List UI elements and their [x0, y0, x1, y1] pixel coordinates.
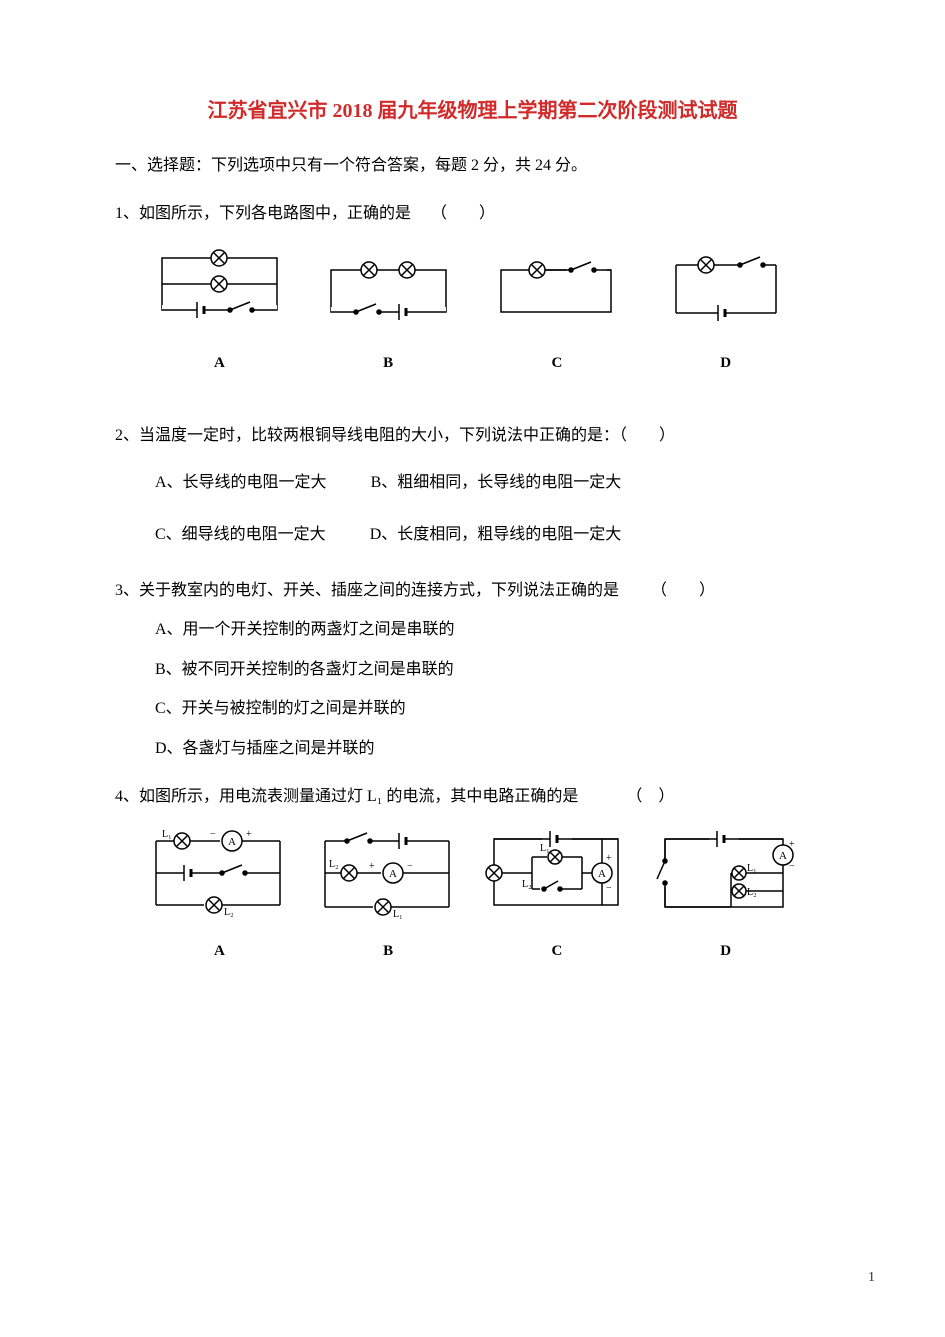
svg-text:L₁: L₁ — [162, 829, 172, 840]
svg-text:−: − — [407, 861, 413, 872]
question-1: 1、如图所示，下列各电路图中，正确的是 （ ） — [115, 201, 830, 227]
svg-text:A: A — [389, 868, 397, 880]
q3-optB: B、被不同开关控制的各盏灯之间是串联的 — [155, 657, 830, 683]
svg-text:L₁: L₁ — [747, 863, 757, 874]
q1-diagram-D: D — [641, 251, 810, 375]
svg-text:−: − — [789, 861, 795, 872]
q4-text: 4、如图所示，用电流表测量通过灯 L₁ 的电流，其中电路正确的是 — [115, 788, 578, 805]
circuit-q1a-icon — [152, 246, 287, 336]
circuit-q4b-icon: L₂ + A − L₁ — [313, 829, 463, 924]
svg-text:+: + — [606, 853, 612, 864]
svg-text:+: + — [789, 839, 795, 850]
q4-diagram-B: L₂ + A − L₁ B — [304, 829, 473, 963]
q4-diagram-C: L₁ L₂ A + − — [473, 829, 642, 963]
circuit-q1b-icon — [321, 256, 456, 336]
q2-optB: B、粗细相同，长导线的电阻一定大 — [371, 470, 622, 496]
page-title: 江苏省宜兴市 2018 届九年级物理上学期第二次阶段测试试题 — [115, 95, 830, 127]
svg-text:L₂: L₂ — [747, 887, 757, 898]
q4-label-C: C — [473, 939, 642, 963]
svg-text:A: A — [779, 850, 787, 862]
q3-optA: A、用一个开关控制的两盏灯之间是串联的 — [155, 617, 830, 643]
circuit-q4a-icon: L₁ − A + — [144, 829, 294, 924]
q4-diagram-D: A + − L₁ L₂ D — [641, 829, 810, 963]
q2-optC: C、细导线的电阻一定大 — [155, 522, 326, 548]
q4-label-B: B — [304, 939, 473, 963]
question-2: 2、当温度一定时，比较两根铜导线电阻的大小，下列说法中正确的是：（ ） — [115, 423, 830, 449]
q1-diagram-A: A — [135, 246, 304, 375]
page-number: 1 — [868, 1267, 875, 1289]
svg-text:+: + — [369, 861, 375, 872]
svg-text:A: A — [228, 836, 236, 848]
q4-paren: （ ） — [626, 788, 674, 805]
q1-text: 1、如图所示，下列各电路图中，正确的是 — [115, 205, 411, 222]
q3-text: 3、关于教室内的电灯、开关、插座之间的连接方式，下列说法正确的是 — [115, 582, 619, 599]
svg-text:L₁: L₁ — [393, 909, 403, 920]
q1-diagrams: A — [135, 246, 810, 375]
q2-options-row2: C、细导线的电阻一定大 D、长度相同，粗导线的电阻一定大 — [155, 514, 830, 556]
q1-label-B: B — [304, 351, 473, 375]
q1-paren: （ ） — [431, 205, 495, 222]
q3-optC: C、开关与被控制的灯之间是并联的 — [155, 696, 830, 722]
q4-diagrams: L₁ − A + — [135, 829, 810, 963]
q3-paren: （ ） — [651, 582, 715, 599]
q1-diagram-C: C — [473, 256, 642, 375]
svg-text:−: − — [606, 883, 612, 894]
question-3: 3、关于教室内的电灯、开关、插座之间的连接方式，下列说法正确的是 （ ） — [115, 578, 830, 604]
svg-text:L₂: L₂ — [522, 879, 532, 890]
q2-options-row1: A、长导线的电阻一定大 B、粗细相同，长导线的电阻一定大 — [155, 462, 830, 504]
svg-text:A: A — [598, 868, 606, 880]
svg-text:L₂: L₂ — [329, 859, 339, 870]
circuit-q4d-icon: A + − L₁ L₂ — [651, 829, 801, 924]
svg-text:L₁: L₁ — [540, 843, 550, 854]
section-header: 一、选择题：下列选项中只有一个符合答案，每题 2 分，共 24 分。 — [115, 153, 830, 179]
q2-optD: D、长度相同，粗导线的电阻一定大 — [370, 522, 622, 548]
svg-text:−: − — [210, 829, 216, 840]
q1-diagram-B: B — [304, 256, 473, 375]
circuit-q1d-icon — [658, 251, 793, 336]
page: 江苏省宜兴市 2018 届九年级物理上学期第二次阶段测试试题 一、选择题：下列选… — [0, 0, 945, 1337]
q4-label-D: D — [641, 939, 810, 963]
circuit-q1c-icon — [489, 256, 624, 336]
svg-text:L₂: L₂ — [224, 907, 234, 918]
q1-label-A: A — [135, 351, 304, 375]
q4-diagram-A: L₁ − A + — [135, 829, 304, 963]
svg-text:+: + — [246, 829, 252, 840]
circuit-q4c-icon: L₁ L₂ A + − — [482, 829, 632, 924]
q3-optD: D、各盏灯与插座之间是并联的 — [155, 736, 830, 762]
q4-label-A: A — [135, 939, 304, 963]
q1-label-D: D — [641, 351, 810, 375]
q1-label-C: C — [473, 351, 642, 375]
q2-optA: A、长导线的电阻一定大 — [155, 470, 327, 496]
question-4: 4、如图所示，用电流表测量通过灯 L₁ 的电流，其中电路正确的是 （ ） — [115, 784, 830, 810]
